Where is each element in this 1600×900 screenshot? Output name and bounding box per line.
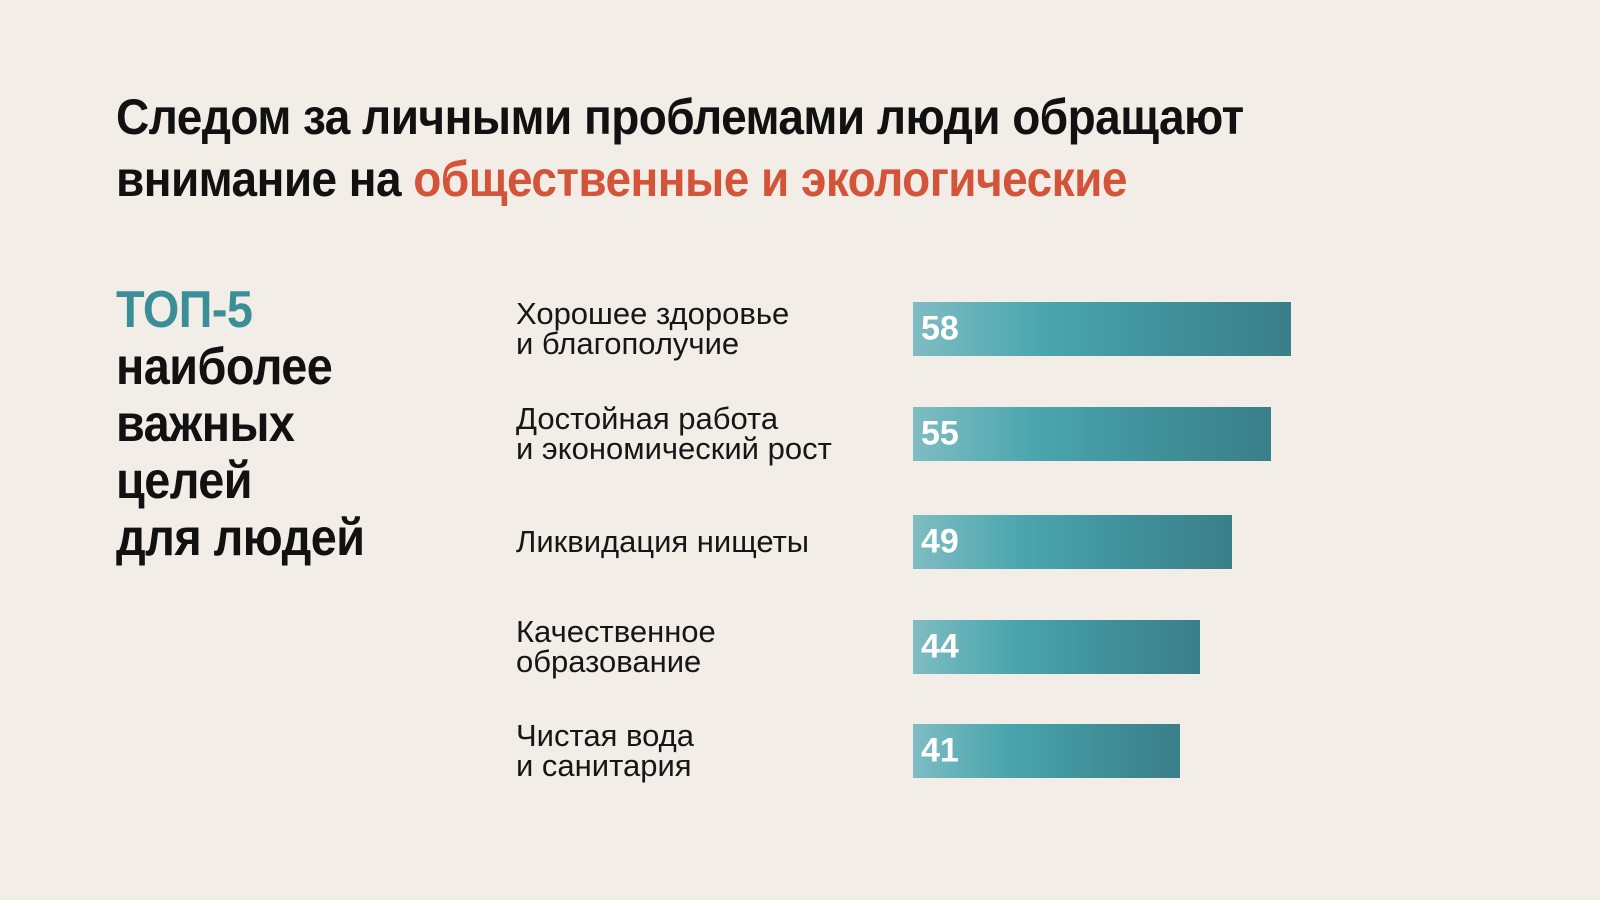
page-title: Следом за личными проблемами люди обраща…	[116, 86, 1386, 210]
category-label: Ликвидация нищеты	[516, 524, 810, 559]
bar-value-label: 44	[921, 627, 959, 666]
category-label: Хорошее здоровье и благополучие	[516, 296, 790, 361]
headline-line1: Следом за личными проблемами люди обраща…	[116, 89, 1244, 145]
bar: 55	[913, 407, 1271, 461]
side-title-line: для людей	[116, 509, 365, 567]
side-title: ТОП-5 наиболее важных целей для людей	[116, 282, 404, 567]
bar: 49	[913, 515, 1232, 569]
bar-value-label: 41	[921, 731, 959, 770]
bar-value-label: 49	[921, 522, 959, 561]
chart-row: Хорошее здоровье и благополучие 58	[500, 296, 1320, 361]
bar-value-label: 55	[921, 414, 959, 453]
category-label: Качественное образование	[516, 614, 716, 679]
side-title-line: важных	[116, 395, 295, 453]
chart-row: Достойная работа и экономический рост 55	[500, 401, 1320, 466]
side-title-highlight: ТОП-5	[116, 281, 253, 339]
chart-row: Качественное образование 44	[500, 614, 1320, 679]
chart-row: Чистая вода и санитария 41	[500, 718, 1320, 783]
category-label: Достойная работа и экономический рост	[516, 401, 832, 466]
bar: 41	[913, 724, 1180, 778]
side-title-line: целей	[116, 452, 253, 510]
headline-accent-text: общественные и экологические	[413, 151, 1127, 207]
bar: 58	[913, 302, 1291, 356]
bar: 44	[913, 620, 1200, 674]
bar-chart: Хорошее здоровье и благополучие 58 Достойн…	[500, 280, 1320, 820]
headline-line2-prefix: внимание на	[116, 151, 402, 207]
bar-value-label: 58	[921, 309, 959, 348]
category-label: Чистая вода и санитария	[516, 718, 694, 783]
chart-row: Ликвидация нищеты 49	[500, 515, 1320, 569]
side-title-line: наиболее	[116, 338, 333, 396]
